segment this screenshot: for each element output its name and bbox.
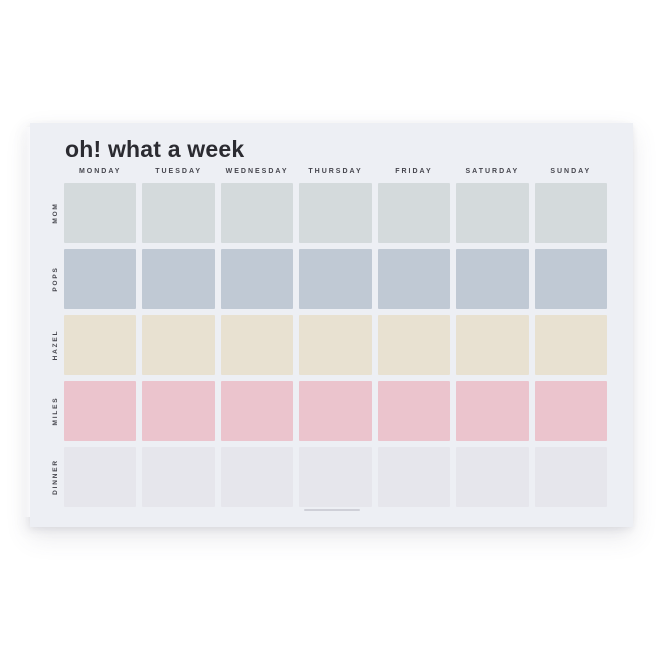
day-header-sunday: SUNDAY — [550, 167, 592, 175]
cell-pops-wednesday — [220, 249, 294, 309]
cell-pops-saturday — [456, 249, 529, 309]
cell-dinner-sunday — [534, 447, 607, 507]
cell-pops-thursday — [299, 249, 372, 309]
cell-hazel-friday — [377, 315, 451, 375]
weekly-planner-sheet: oh! what a week MONDAY TUESDAY WEDNESDAY TH… — [23, 123, 633, 527]
cell-pops-monday — [64, 249, 137, 309]
week-grid: MONDAY TUESDAY WEDNESDAY THURSDAY FRIDAY SATU… — [64, 165, 607, 507]
cell-miles-saturday — [456, 381, 529, 441]
day-header-thursday: THURSDAY — [308, 167, 363, 175]
cell-miles-wednesday — [220, 381, 294, 441]
cell-pops-tuesday — [142, 249, 215, 309]
cell-miles-tuesday — [142, 381, 215, 441]
day-header-friday: FRIDAY — [395, 167, 433, 175]
cell-pops-friday — [377, 249, 451, 309]
cell-hazel-wednesday — [220, 315, 294, 375]
cell-hazel-sunday — [534, 315, 607, 375]
cell-mom-wednesday — [220, 183, 294, 243]
cell-hazel-tuesday — [142, 315, 215, 375]
planner-title: oh! what a week — [65, 136, 245, 162]
cell-hazel-saturday — [456, 315, 529, 375]
cell-pops-sunday — [534, 249, 607, 309]
cell-mom-tuesday — [142, 183, 215, 243]
cell-miles-monday — [64, 381, 137, 441]
cell-dinner-saturday — [456, 447, 529, 507]
cell-mom-sunday — [534, 183, 607, 243]
day-header-monday: MONDAY — [78, 167, 122, 175]
cell-hazel-thursday — [299, 315, 372, 375]
cell-mom-saturday — [456, 183, 529, 243]
day-header-saturday: SATURDAY — [465, 167, 520, 175]
cell-miles-thursday — [299, 381, 372, 441]
cell-hazel-monday — [64, 315, 137, 375]
fine-print-line — [303, 509, 360, 511]
cell-miles-sunday — [534, 381, 607, 441]
cell-dinner-monday — [64, 447, 137, 507]
cell-mom-thursday — [299, 183, 372, 243]
day-header-tuesday: TUESDAY — [155, 167, 203, 175]
cell-mom-friday — [377, 183, 451, 243]
cell-dinner-thursday — [299, 447, 372, 507]
cell-dinner-tuesday — [142, 447, 215, 507]
cell-dinner-friday — [377, 447, 451, 507]
cell-miles-friday — [377, 381, 451, 441]
cell-mom-monday — [64, 183, 137, 243]
day-header-wednesday: WEDNESDAY — [225, 167, 289, 175]
cell-dinner-wednesday — [220, 447, 294, 507]
